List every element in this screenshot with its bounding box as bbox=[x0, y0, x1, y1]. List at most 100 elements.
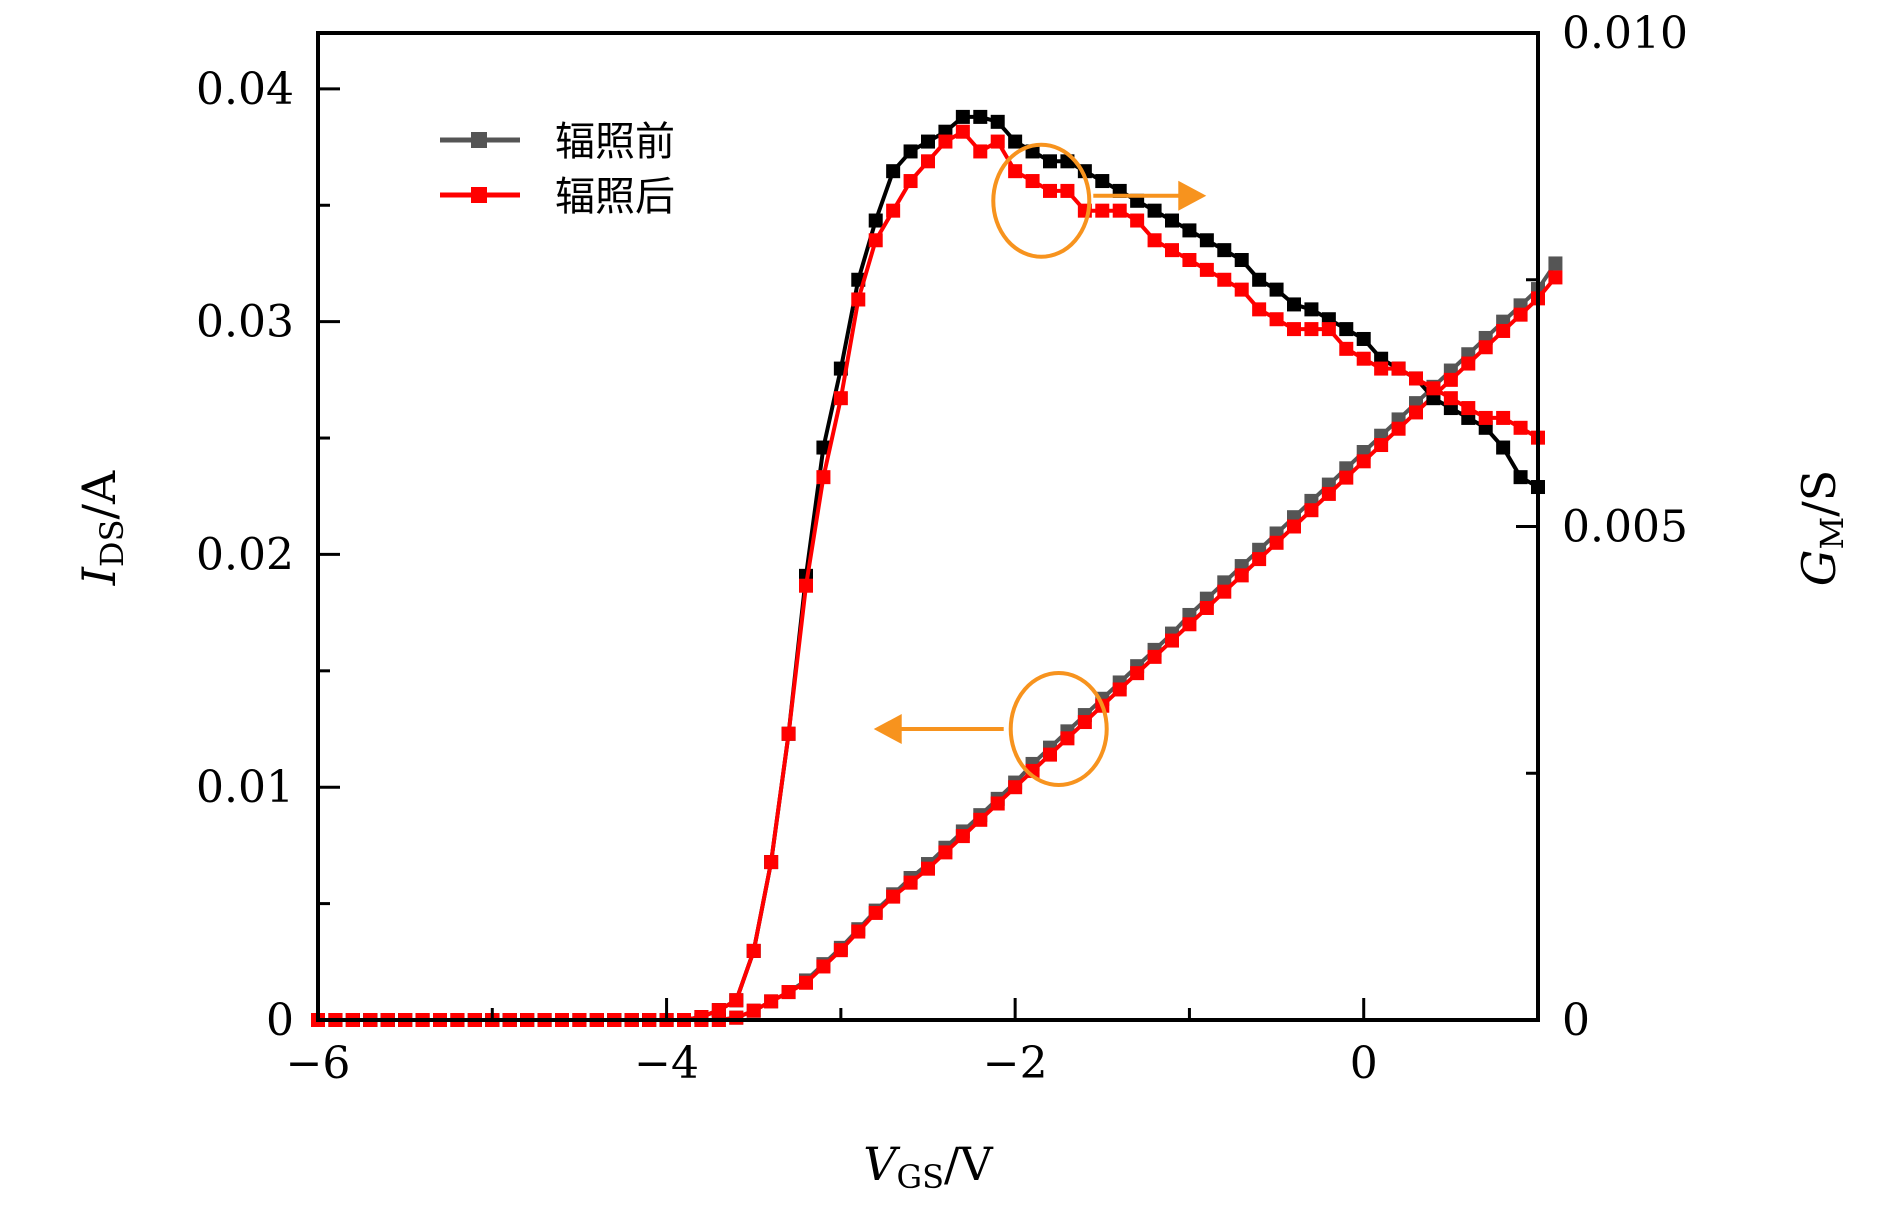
data-point bbox=[1217, 243, 1232, 258]
data-point bbox=[764, 994, 779, 1009]
arrow-right-head-icon bbox=[1178, 180, 1207, 211]
data-point bbox=[1217, 584, 1232, 599]
data-point bbox=[1513, 420, 1528, 435]
data-point bbox=[1443, 372, 1458, 387]
series-line bbox=[318, 129, 1539, 1022]
x-axis-title-sub: GS bbox=[897, 1158, 944, 1196]
y-right-axis-title-main: G bbox=[1792, 550, 1846, 587]
data-point bbox=[1304, 503, 1319, 518]
data-point bbox=[851, 292, 866, 307]
data-point bbox=[1513, 470, 1528, 485]
data-point bbox=[1199, 600, 1214, 615]
data-point bbox=[1461, 356, 1476, 371]
data-point bbox=[1426, 381, 1441, 396]
data-point bbox=[1252, 272, 1267, 287]
legend-entry-after: 辐照后 bbox=[440, 174, 675, 220]
data-point bbox=[886, 889, 901, 904]
data-point bbox=[1077, 715, 1092, 730]
data-point bbox=[1321, 322, 1336, 337]
y-left-tick-label: 0.02 bbox=[196, 529, 294, 580]
data-point bbox=[1060, 183, 1075, 198]
data-point bbox=[1182, 617, 1197, 632]
series-line bbox=[318, 262, 1558, 1022]
data-point bbox=[729, 1010, 744, 1025]
data-point bbox=[1043, 747, 1057, 762]
data-point bbox=[1339, 341, 1354, 356]
y-left-tick-label: 0.04 bbox=[196, 64, 294, 115]
data-point bbox=[1339, 322, 1354, 337]
series-layer bbox=[311, 109, 1563, 1027]
data-point bbox=[1130, 666, 1145, 681]
data-point bbox=[1478, 410, 1493, 425]
data-point bbox=[1182, 223, 1197, 238]
data-point bbox=[1443, 391, 1458, 406]
data-point bbox=[1304, 322, 1319, 337]
data-point bbox=[1025, 174, 1040, 189]
data-point bbox=[990, 134, 1005, 149]
x-tick-label: −2 bbox=[983, 1038, 1048, 1089]
data-point bbox=[903, 875, 918, 890]
data-point bbox=[1095, 174, 1110, 189]
data-point bbox=[868, 213, 883, 228]
data-point bbox=[781, 726, 796, 741]
data-point bbox=[1339, 470, 1354, 485]
data-point bbox=[1269, 312, 1284, 327]
data-point bbox=[1147, 233, 1162, 248]
data-point bbox=[1234, 282, 1249, 297]
data-point bbox=[921, 154, 935, 169]
annotation-0 bbox=[991, 142, 1207, 259]
data-point bbox=[1461, 401, 1476, 416]
y-right-tick-label: 0 bbox=[1562, 995, 1590, 1046]
data-point bbox=[868, 905, 883, 920]
data-point bbox=[1234, 253, 1249, 268]
data-point bbox=[955, 109, 970, 124]
data-point bbox=[1496, 323, 1511, 338]
annotation-1 bbox=[873, 671, 1109, 788]
data-point bbox=[1269, 535, 1284, 550]
data-point bbox=[886, 203, 901, 218]
data-point bbox=[1548, 270, 1563, 285]
data-point bbox=[973, 109, 988, 124]
data-point bbox=[938, 845, 953, 860]
data-point bbox=[764, 855, 779, 870]
data-point bbox=[955, 124, 970, 139]
data-point bbox=[851, 924, 866, 939]
data-point bbox=[868, 233, 883, 248]
highlight-ellipse bbox=[991, 142, 1092, 259]
data-point bbox=[1269, 282, 1284, 297]
data-point bbox=[1182, 253, 1197, 268]
x-tick-label: 0 bbox=[1350, 1038, 1378, 1089]
data-point bbox=[1321, 486, 1336, 501]
series-1 bbox=[311, 270, 1563, 1027]
data-point bbox=[1112, 203, 1127, 218]
legend: 辐照前 辐照后 bbox=[440, 119, 675, 220]
data-point bbox=[833, 391, 848, 406]
series-line bbox=[318, 276, 1557, 1022]
data-point bbox=[746, 1003, 761, 1018]
data-point bbox=[1391, 361, 1406, 376]
data-point bbox=[1008, 780, 1023, 795]
axes-layer: −6 −4 −2 0 0 0.01 0.02 0.03 0.04 0 0.005 0.010 bbox=[196, 8, 1688, 1089]
data-point bbox=[1165, 243, 1179, 258]
data-point bbox=[1095, 203, 1110, 218]
data-point bbox=[1496, 410, 1511, 425]
y-left-axis-title-unit: /A bbox=[72, 470, 126, 519]
data-point bbox=[1374, 438, 1389, 453]
data-point bbox=[1287, 322, 1301, 337]
data-point bbox=[833, 943, 848, 958]
data-point bbox=[816, 959, 831, 974]
data-point bbox=[781, 985, 796, 1000]
data-point bbox=[1165, 213, 1179, 228]
data-point bbox=[1356, 454, 1371, 469]
y-left-axis-title-sub: DS bbox=[93, 519, 131, 567]
data-point bbox=[1199, 233, 1214, 248]
data-point bbox=[990, 114, 1005, 129]
data-point bbox=[955, 829, 970, 844]
data-point bbox=[1147, 203, 1162, 218]
data-point bbox=[1043, 154, 1057, 169]
y-left-tick-label: 0.03 bbox=[196, 297, 294, 348]
data-point bbox=[1409, 371, 1423, 386]
data-point bbox=[1287, 519, 1301, 534]
data-point bbox=[729, 993, 744, 1008]
